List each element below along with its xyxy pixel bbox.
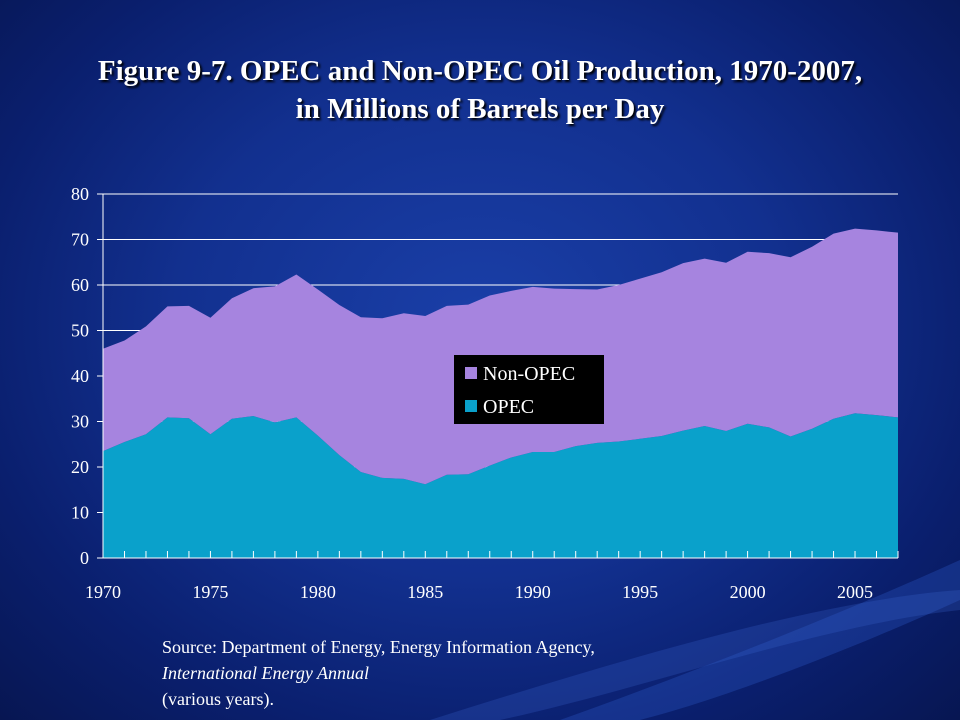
x-tick-label-1980: 1980 [300,582,336,602]
legend-label-non-opec: Non-OPEC [483,363,575,385]
legend-label-opec: OPEC [483,396,534,418]
x-tick-label-2005: 2005 [837,582,873,602]
y-tick-label-0: 0 [80,548,89,568]
x-tick-label-1970: 1970 [85,582,121,602]
y-tick-label-50: 50 [71,321,89,341]
x-tick-label-1990: 1990 [515,582,551,602]
y-tick-label-10: 10 [71,503,89,523]
chart-title: Figure 9-7. OPEC and Non-OPEC Oil Produc… [0,52,960,128]
x-tick-label-1995: 1995 [622,582,658,602]
chart-title-line-2: in Millions of Barrels per Day [295,93,665,125]
x-tick-label-1985: 1985 [407,582,443,602]
legend-box [454,355,604,424]
y-tick-label-60: 60 [71,275,89,295]
area-series-opec [103,413,898,558]
source-line-2: International Energy Annual (various yea… [162,660,595,712]
source-line-1: Source: Department of Energy, Energy Inf… [162,637,595,657]
source-years-note: (various years). [162,689,274,709]
y-tick-label-80: 80 [71,184,89,204]
legend-swatch-opec [465,400,477,412]
x-tick-label-1975: 1975 [192,582,228,602]
y-tick-label-30: 30 [71,412,89,432]
legend-swatch-non-opec [465,367,477,379]
chart-title-line-1: Figure 9-7. OPEC and Non-OPEC Oil Produc… [97,55,863,87]
y-tick-label-20: 20 [71,457,89,477]
y-tick-label-40: 40 [71,366,89,386]
x-tick-label-2000: 2000 [730,582,766,602]
source-note: Source: Department of Energy, Energy Inf… [162,634,595,712]
source-publication-title: International Energy Annual [162,663,369,683]
y-tick-label-70: 70 [71,230,89,250]
